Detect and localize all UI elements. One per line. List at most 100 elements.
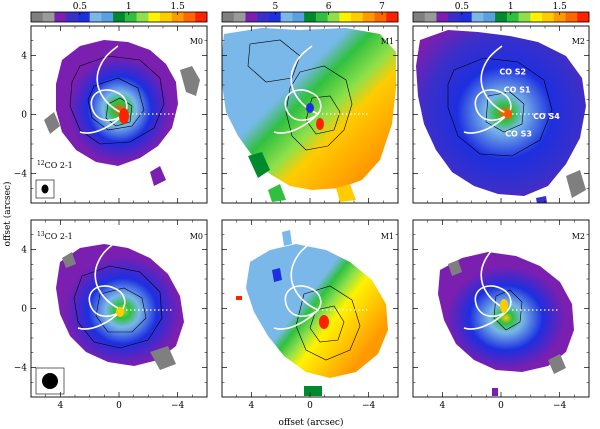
colorbar-swatch xyxy=(471,12,484,22)
beam-box xyxy=(35,367,65,395)
moment-label: M1 xyxy=(381,37,394,46)
nucleus-core xyxy=(319,315,329,329)
colorbar-swatch xyxy=(54,12,67,22)
nucleus-core xyxy=(316,118,324,130)
emission-region xyxy=(56,244,184,366)
colorbar-swatch xyxy=(506,12,519,22)
emission-fringe xyxy=(566,170,586,198)
colorbar-swatch xyxy=(280,12,293,22)
colorbar-tick-label: 7 xyxy=(379,2,385,12)
moment-label: M1 xyxy=(381,232,394,241)
colorbar-swatch xyxy=(222,12,235,22)
nucleus-core xyxy=(504,109,512,119)
segment-label-s2: CO S2 xyxy=(499,68,526,77)
emission-region xyxy=(56,40,178,166)
colorbar-frame xyxy=(412,11,590,23)
nucleus-core xyxy=(116,307,124,317)
emission-fringe xyxy=(548,354,566,374)
contour xyxy=(493,289,523,331)
moment-label: M0 xyxy=(190,232,203,241)
colorbar-frame xyxy=(221,11,399,23)
colorbar-tick-label: 0.5 xyxy=(73,2,88,12)
panel-13co-m0: M0 13CO 2-1 xyxy=(35,231,203,395)
colorbar-swatch xyxy=(77,12,91,22)
x-tick-label: 0 xyxy=(116,401,122,411)
colorbar-swatch xyxy=(89,12,102,22)
track-arm xyxy=(463,113,509,134)
emission-fringe xyxy=(448,260,462,276)
track-arm xyxy=(463,309,509,330)
track-arm xyxy=(284,285,322,317)
track-arm xyxy=(90,89,128,121)
x-tick-label: 4 xyxy=(57,401,63,411)
track-arm xyxy=(290,45,319,115)
contour xyxy=(105,97,133,127)
track-arm xyxy=(96,45,125,115)
contour xyxy=(87,77,145,131)
colorbar-swatch xyxy=(459,12,473,22)
colorbar-swatch xyxy=(386,12,399,22)
colorbar-swatch xyxy=(448,12,461,22)
moment-label: M2 xyxy=(572,37,585,46)
emission-region xyxy=(416,30,586,196)
x-tick-label: 0 xyxy=(498,401,504,411)
x-tick-label: −4 xyxy=(553,401,567,411)
panel-12co-m1: M1 xyxy=(222,28,396,202)
colorbar-swatch xyxy=(257,12,270,22)
colorbar-m2: 0.5 1 1.5 xyxy=(412,2,590,23)
x-tick-label: 4 xyxy=(248,401,254,411)
panel-13co-m2: M2 xyxy=(438,232,585,396)
nucleus-core xyxy=(306,103,314,113)
tracer-label: 12CO 2-1 xyxy=(37,160,73,171)
colorbar-tick-label: 1 xyxy=(508,2,514,12)
emission-fringe xyxy=(248,152,270,178)
contour xyxy=(69,55,165,145)
y-tick-label: −4 xyxy=(14,364,28,374)
colorbar-swatch xyxy=(495,12,508,22)
panel-frames: 4 0 −4 4 0 −4 4 0 −4 4 0 −4 4 0 −4 xyxy=(14,25,590,411)
colorbar-swatch xyxy=(577,12,590,22)
colorbar-swatch xyxy=(113,12,126,22)
track-arm xyxy=(273,309,319,330)
colorbar-m0: 0.5 1 1.5 xyxy=(30,2,208,23)
colorbar-swatch xyxy=(136,12,149,22)
segment-label-s3: CO S3 xyxy=(505,130,532,139)
colorbar-tick-label: 6 xyxy=(326,2,332,12)
track-arm xyxy=(284,89,322,121)
emission-fringe xyxy=(268,184,286,202)
moment-label: M2 xyxy=(572,232,585,241)
colorbar-swatch xyxy=(339,12,352,22)
track-arm xyxy=(474,89,512,121)
colorbar-swatch xyxy=(351,12,364,22)
colorbar-swatch xyxy=(565,12,578,22)
colorbar-swatch xyxy=(42,12,55,22)
colorbar-tick-label: 1 xyxy=(126,2,132,12)
moment-label: M0 xyxy=(190,37,203,46)
colorbar-swatch xyxy=(66,12,79,22)
emission-fringe xyxy=(492,388,498,396)
colorbar-tick-label: 1.5 xyxy=(553,2,568,12)
colorbar-swatch xyxy=(530,12,543,22)
colorbar-swatch xyxy=(31,12,44,22)
track-arm xyxy=(480,45,509,115)
emission-fringe xyxy=(150,166,166,186)
emission-fringe xyxy=(236,296,242,300)
panel-12co-m2: CO S2 CO S1 CO S4 CO S3 M2 xyxy=(416,30,586,203)
emission-fringe xyxy=(180,66,200,96)
contour xyxy=(95,287,147,333)
x-tick-label: 4 xyxy=(439,401,445,411)
colorbar-swatch xyxy=(233,12,246,22)
beam-ellipse xyxy=(42,373,58,389)
colorbar-swatch xyxy=(160,12,173,22)
tracer-label: 13CO 2-1 xyxy=(37,231,73,242)
segment-label-s4: CO S4 xyxy=(533,112,560,121)
colorbar-m1: 5 6 7 xyxy=(221,2,399,23)
segment-label-s1: CO S1 xyxy=(504,85,531,94)
colorbar-tick-label: 5 xyxy=(272,2,278,12)
colorbar-swatch xyxy=(553,12,566,22)
colorbar-swatch xyxy=(374,12,387,22)
colorbar-swatch xyxy=(424,12,437,22)
colorbar-swatch xyxy=(171,12,184,22)
y-axis-title: offset (arcsec) xyxy=(2,182,13,247)
emission-fringe xyxy=(272,268,282,282)
